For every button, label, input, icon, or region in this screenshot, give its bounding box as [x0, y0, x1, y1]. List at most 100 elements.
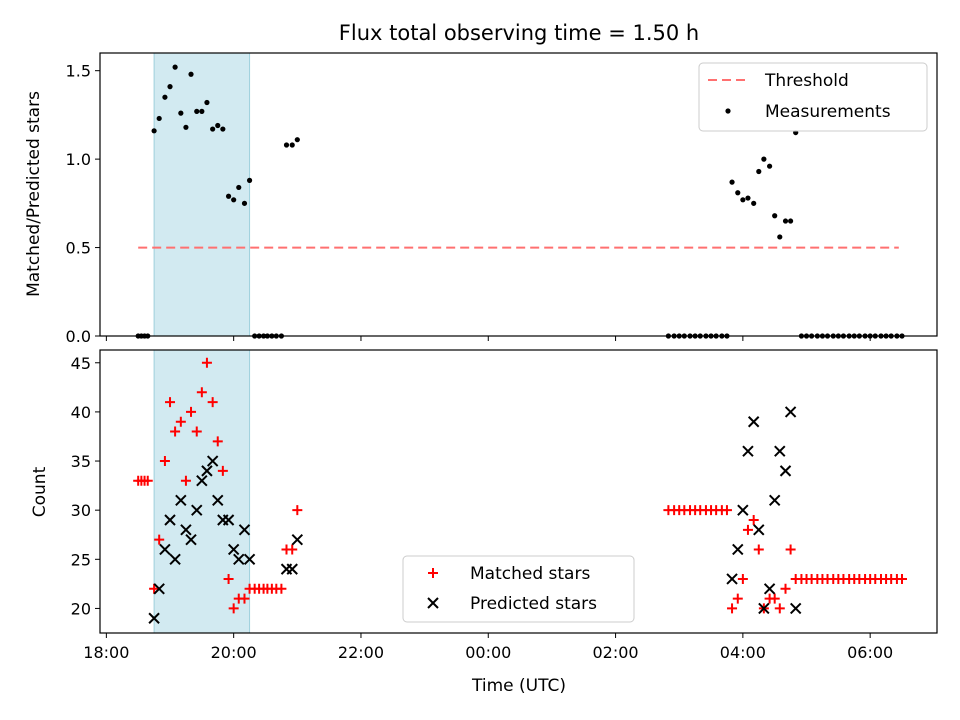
measurement-point	[178, 110, 184, 116]
predicted-star-point	[164, 514, 176, 526]
top-y-tick-label: 0.0	[66, 327, 91, 346]
top-panel-frame	[99, 52, 938, 337]
matched-star-point	[748, 514, 759, 525]
predicted-star-point	[742, 445, 754, 457]
legend-matched-label: Matched stars	[470, 564, 590, 584]
matched-star-point	[212, 436, 223, 447]
matched-star-point	[732, 593, 743, 604]
predicted-star-point	[206, 455, 219, 467]
bottom-y-tick-label: 20	[71, 599, 91, 618]
predicted-star-point	[201, 465, 213, 477]
top-legend-box	[698, 62, 928, 132]
top-y-axis-label: Matched/Predicted stars	[24, 91, 44, 297]
predicted-star-point	[758, 602, 770, 615]
bottom-x-tick-label: 02:00	[593, 643, 639, 662]
matched-star-point	[154, 534, 165, 545]
matched-star-point	[774, 603, 785, 614]
legend-threshold-label: Threshold	[764, 71, 849, 91]
predicted-star-point	[291, 533, 304, 546]
matched-star-point	[780, 583, 791, 594]
matched-star-point	[727, 603, 738, 614]
predicted-star-point	[789, 602, 802, 615]
predicted-star-point	[169, 553, 181, 566]
measurement-point	[772, 213, 778, 219]
matched-star-point	[217, 465, 228, 476]
bottom-y-axis-label: Count	[30, 466, 50, 517]
bottom-y-tick-label: 35	[71, 452, 91, 471]
measurement-point	[188, 71, 194, 77]
predicted-star-point	[774, 445, 786, 457]
matched-star-point	[737, 573, 748, 584]
matched-star-point	[201, 357, 212, 368]
predicted-star-point	[148, 612, 160, 624]
predicted-star-point	[737, 504, 749, 516]
predicted-star-point	[191, 504, 203, 516]
measurement-point	[751, 200, 757, 206]
predicted-star-point	[753, 524, 765, 536]
predicted-star-point	[227, 543, 240, 556]
measurement-point	[183, 124, 189, 130]
predicted-star-point	[779, 465, 792, 477]
matched-star-point	[753, 544, 764, 555]
bottom-x-tick-label: 20:00	[211, 643, 257, 662]
measurement-point	[735, 190, 741, 196]
bottom-y-tick-label: 25	[71, 550, 91, 569]
legend-measurements-swatch	[725, 108, 731, 114]
measurement-point	[231, 197, 237, 203]
legend-matched-swatch	[428, 568, 438, 578]
measurement-point	[151, 128, 157, 134]
measurement-point	[761, 156, 767, 162]
measurement-point	[788, 218, 794, 224]
predicted-star-point	[726, 573, 738, 585]
predicted-star-point	[286, 563, 298, 575]
measurement-point	[236, 184, 242, 191]
predicted-star-point	[185, 533, 197, 546]
matched-star-point	[159, 456, 170, 467]
predicted-star-point	[196, 474, 208, 487]
measurement-point	[199, 108, 205, 114]
x-axis-label: Time (UTC)	[471, 676, 566, 696]
predicted-star-point	[732, 543, 744, 556]
measurement-point	[241, 200, 248, 206]
measurement-point	[162, 94, 168, 100]
measurement-point	[210, 126, 216, 132]
measurement-point	[220, 126, 226, 132]
matched-star-point	[170, 426, 181, 437]
measurement-point	[729, 179, 735, 185]
bottom-x-tick-label: 00:00	[465, 643, 511, 662]
bottom-y-tick-label: 40	[71, 403, 91, 422]
measurement-point	[782, 218, 789, 224]
predicted-star-point	[768, 494, 781, 507]
measurement-point	[294, 137, 300, 143]
top-y-tick-label: 1.0	[66, 150, 91, 169]
matched-star-point	[196, 387, 207, 398]
bottom-x-tick-label: 06:00	[847, 643, 893, 662]
matched-star-point	[276, 583, 287, 594]
matched-star-point	[292, 505, 303, 516]
matched-star-point	[180, 475, 191, 486]
bottom-x-tick-label: 18:00	[83, 643, 129, 662]
predicted-star-point	[159, 543, 171, 556]
predicted-star-point	[212, 494, 224, 507]
predicted-star-point	[180, 524, 192, 536]
matched-star-point	[239, 593, 250, 604]
measurement-point	[745, 195, 751, 201]
chart-title: Flux total observing time = 1.50 h	[339, 21, 699, 45]
matched-star-point	[191, 426, 202, 437]
matched-star-point	[207, 397, 218, 408]
matched-star-point	[186, 406, 197, 417]
predicted-star-point	[222, 514, 235, 526]
bottom-panel-frame	[99, 349, 938, 634]
measurement-point	[172, 64, 178, 70]
measurement-point	[740, 197, 746, 203]
measurement-point	[194, 108, 200, 114]
measurement-point	[289, 142, 295, 148]
predicted-star-point	[243, 553, 256, 566]
bottom-x-tick-label: 04:00	[720, 643, 766, 662]
matched-star-point	[175, 416, 186, 427]
measurement-point	[156, 115, 162, 122]
measurement-point	[225, 193, 232, 199]
measurement-point	[283, 142, 290, 148]
